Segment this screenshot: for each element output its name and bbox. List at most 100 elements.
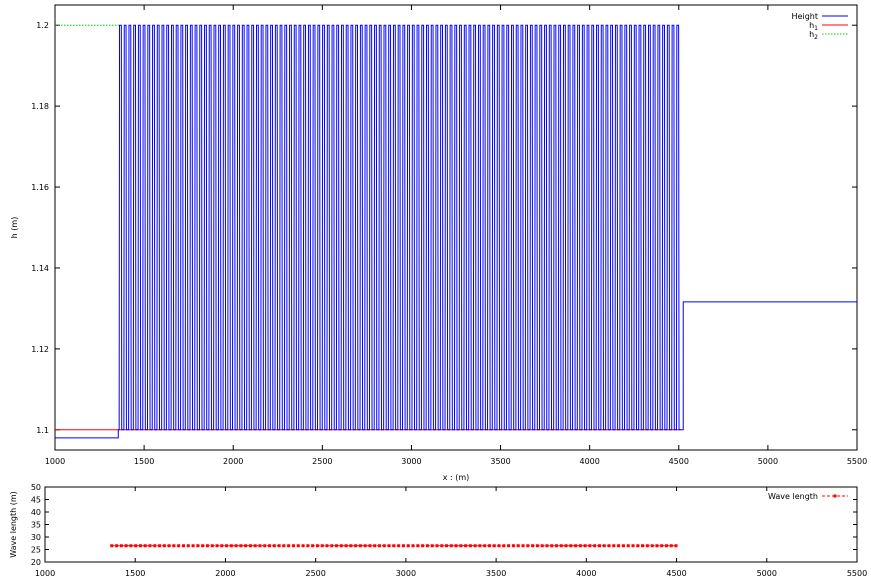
wave-length-point: [239, 544, 243, 548]
wave-length-point: [291, 544, 295, 548]
wave-length-point: [430, 544, 434, 548]
y-tick-label: 35: [31, 521, 41, 530]
wave-length-point: [282, 544, 286, 548]
wave-length-point: [621, 544, 625, 548]
wave-length-point: [186, 544, 190, 548]
wave-length-point: [526, 544, 530, 548]
wave-length-point: [263, 544, 267, 548]
wave-length-point: [459, 544, 463, 548]
wave-length-point: [478, 544, 482, 548]
wave-length-point: [115, 544, 119, 548]
wave-length-point: [660, 544, 664, 548]
wave-length-point: [421, 544, 425, 548]
wave-length-point: [535, 544, 539, 548]
wave-length-point: [401, 544, 405, 548]
wave-length-point: [516, 544, 520, 548]
y-tick-label: 45: [31, 496, 41, 505]
wave-length-point: [143, 544, 147, 548]
wave-length-point: [598, 544, 602, 548]
x-tick-label: 3000: [396, 569, 416, 578]
y-tick-label: 1.12: [31, 345, 49, 354]
wave-length-point: [641, 544, 645, 548]
wave-length-point: [253, 544, 257, 548]
wave-length-point: [617, 544, 621, 548]
x-tick-label: 3500: [490, 457, 510, 466]
wave-length-point: [564, 544, 568, 548]
legend-h2-label: h2: [809, 30, 818, 41]
legend-height-label: Height: [792, 12, 818, 21]
wave-length-point: [330, 544, 334, 548]
x-tick-label: 1000: [35, 569, 55, 578]
wave-length-point: [626, 544, 630, 548]
wave-length-point: [631, 544, 635, 548]
wave-length-point: [440, 544, 444, 548]
plot-frame: [44, 486, 858, 563]
wave-length-chart: 1000 1500 2000 2500 3000 3500 4000 4500 5000 5500…: [9, 483, 867, 578]
legend-h1-main: h: [809, 21, 814, 30]
legend-wave-length-label: Wave length: [768, 492, 818, 501]
wave-length-point: [119, 544, 123, 548]
x-tick-label: 2500: [312, 457, 332, 466]
wave-length-point: [368, 544, 372, 548]
wave-length-point: [387, 544, 391, 548]
x-tick-label: 2500: [305, 569, 325, 578]
wave-length-point: [550, 544, 554, 548]
y-tick-label: 1.16: [31, 183, 49, 192]
main-chart: 1000 1500 2000 2500 3000 3500 4000 4500 5000 5500…: [10, 4, 867, 482]
wave-length-point: [488, 544, 492, 548]
wave-length-point: [593, 544, 597, 548]
wave-length-point: [449, 544, 453, 548]
wave-length-point: [181, 544, 185, 548]
wave-length-point: [258, 544, 262, 548]
x-tick-label: 5500: [847, 569, 867, 578]
wave-length-point: [473, 544, 477, 548]
legend-h1-sub: 1: [814, 25, 818, 32]
y-tick-label: 1.2: [36, 21, 49, 30]
x-tick-label: 1500: [134, 457, 154, 466]
x-tick-label: 4500: [666, 569, 686, 578]
wave-length-point: [378, 544, 382, 548]
y-tick-label: 1.1: [36, 426, 49, 435]
wave-length-point: [124, 544, 128, 548]
wave-length-point: [464, 544, 468, 548]
wave-length-point: [344, 544, 348, 548]
legend-h2-sub: 2: [814, 34, 818, 41]
wave-length-point: [201, 544, 205, 548]
wave-length-point: [215, 544, 219, 548]
wave-length-point: [497, 544, 501, 548]
wave-length-point: [320, 544, 324, 548]
wave-length-point: [511, 544, 515, 548]
wave-length-point: [325, 544, 329, 548]
wave-length-point: [373, 544, 377, 548]
wave-length-point: [531, 544, 535, 548]
wave-length-point: [507, 544, 511, 548]
wave-length-point: [158, 544, 162, 548]
x-tick-label: 2000: [223, 457, 243, 466]
plot-frame: [54, 4, 858, 451]
wave-length-point: [392, 544, 396, 548]
wave-length-point: [339, 544, 343, 548]
wave-length-point: [277, 544, 281, 548]
wave-length-point: [306, 544, 310, 548]
x-tick-label: 3000: [401, 457, 421, 466]
wave-length-point: [425, 544, 429, 548]
wave-length-point: [569, 544, 573, 548]
series-height-line: [55, 24, 857, 439]
wave-length-point: [220, 544, 224, 548]
legend-h1-label: h1: [809, 21, 818, 32]
wave-length-point: [177, 544, 181, 548]
wave-length-point: [406, 544, 410, 548]
wave-length-point: [248, 544, 252, 548]
x-tick-label: 4500: [669, 457, 689, 466]
y-tick-label: 40: [31, 508, 41, 517]
wave-length-point: [349, 544, 353, 548]
x-tick-label: 2000: [215, 569, 235, 578]
y-tick-label: 30: [31, 533, 41, 542]
wave-length-point: [110, 544, 114, 548]
wave-length-point: [354, 544, 358, 548]
wave-length-point: [554, 544, 558, 548]
wave-length-point: [311, 544, 315, 548]
wave-length-point: [612, 544, 616, 548]
wave-length-point: [444, 544, 448, 548]
wave-length-point: [234, 544, 238, 548]
